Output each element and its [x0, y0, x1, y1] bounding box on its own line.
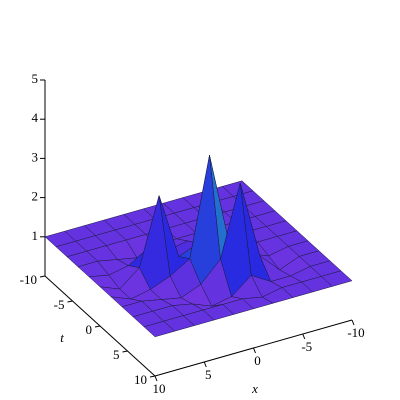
x-tick-label: 10 [153, 381, 166, 396]
x-tick-label: -5 [301, 339, 312, 354]
x-tick-label: 5 [205, 367, 212, 382]
t-tick-label: 0 [86, 322, 93, 337]
t-tick [94, 325, 101, 328]
t-tick [67, 300, 73, 303]
x-tick [253, 347, 256, 354]
t-tick-label: -10 [20, 272, 37, 287]
x-tick [203, 361, 207, 368]
x-tick [154, 375, 158, 382]
x-axis-label: x [251, 381, 258, 396]
t-tick [39, 275, 46, 278]
t-tick-label: 10 [134, 372, 147, 387]
z-tick-label: 1 [32, 228, 39, 243]
t-tick [122, 350, 128, 353]
x-tick-label: 0 [254, 353, 261, 368]
t-axis-label: t [60, 330, 64, 345]
t-tick-label: -5 [54, 297, 65, 312]
z-tick-label: 3 [32, 149, 39, 164]
x-tick [351, 319, 355, 326]
t-tick-label: 5 [113, 347, 120, 362]
surface-cell [143, 320, 176, 338]
z-tick-label: 2 [32, 189, 39, 204]
x-tick-label: -10 [347, 325, 364, 340]
t-tick [149, 375, 156, 378]
z-tick-label: 4 [32, 110, 39, 125]
x-tick [302, 333, 306, 340]
z-tick-label: 5 [32, 71, 39, 86]
